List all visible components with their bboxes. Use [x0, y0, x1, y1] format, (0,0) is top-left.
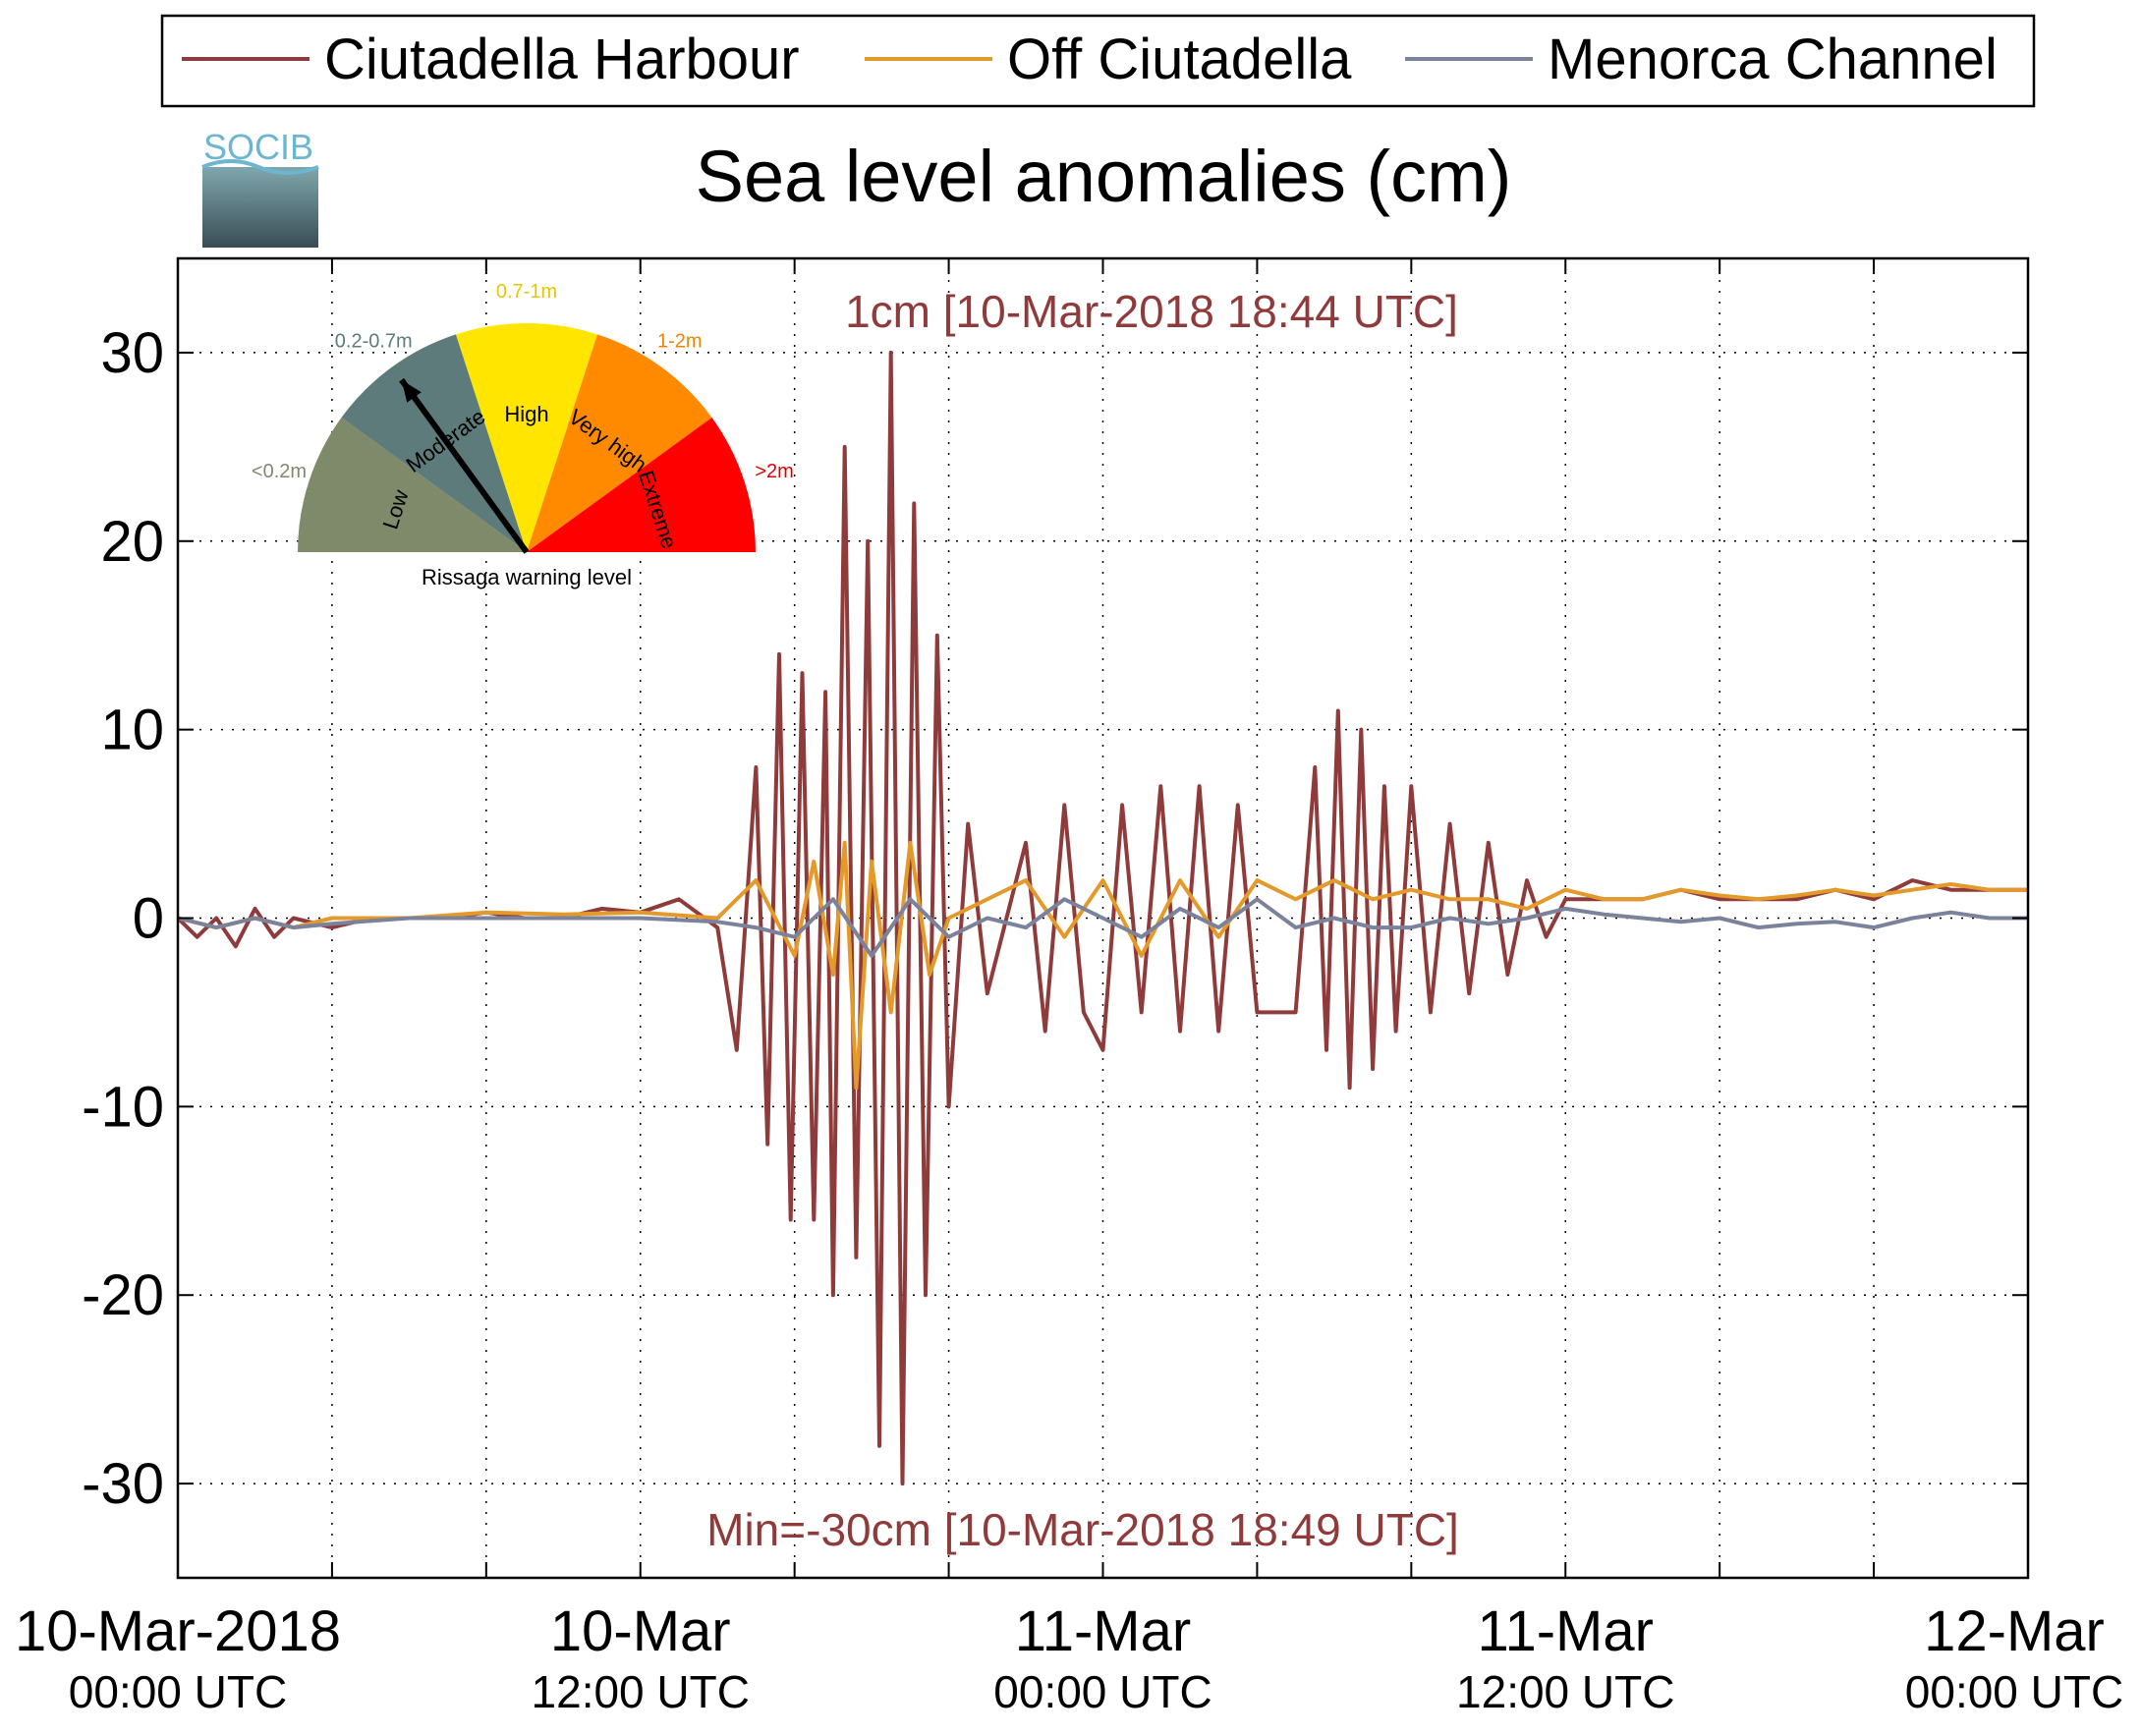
- gauge-range-label: 1-2m: [657, 331, 703, 353]
- gauge-range-label: 0.7-1m: [496, 281, 557, 303]
- legend: Ciutadella Harbour Off Ciutadella Menorca …: [160, 14, 2036, 108]
- gauge-needle: [399, 377, 530, 554]
- logo-wave: [201, 159, 319, 175]
- y-tick-label: 30: [100, 321, 164, 385]
- socib-logo: SOCIB: [201, 127, 319, 248]
- legend-box: [160, 14, 2036, 108]
- x-tick-label-date: 11-Mar: [1015, 1599, 1191, 1663]
- legend-label: Ciutadella Harbour: [324, 28, 800, 91]
- y-tick-label: -20: [82, 1263, 164, 1327]
- gauge-caption: Rissaga warning level: [422, 565, 632, 589]
- y-tick-label: -30: [82, 1452, 164, 1516]
- gauge-sector-extreme: [527, 418, 756, 552]
- y-tick-label: 0: [133, 887, 164, 951]
- max-annotation: 1cm [10-Mar-2018 18:44 UTC]: [845, 286, 1458, 337]
- chart-title: Sea level anomalies (cm): [696, 136, 1512, 217]
- y-tick-label: 10: [100, 699, 164, 762]
- x-tick-label-time: 00:00 UTC: [69, 1666, 287, 1717]
- gauge-sector-high: [455, 323, 598, 552]
- y-tick-label: 20: [100, 510, 164, 574]
- legend-label: Menorca Channel: [1548, 28, 1998, 91]
- x-tick-label-time: 00:00 UTC: [993, 1666, 1211, 1717]
- x-tick-label-date: 10-Mar-2018: [15, 1599, 341, 1663]
- gauge-level-label: High: [504, 402, 548, 426]
- x-tick-label-time: 12:00 UTC: [532, 1666, 750, 1717]
- gauge-needle-head: [401, 379, 422, 403]
- gauge-sector-low: [298, 418, 527, 552]
- series-line-off-ciutadella: [178, 840, 2028, 1091]
- gauge-range-label: <0.2m: [252, 461, 307, 482]
- x-tick-label-date: 10-Mar: [550, 1599, 731, 1663]
- legend-label: Off Ciutadella: [1007, 28, 1352, 91]
- logo-emblem: [202, 167, 318, 248]
- gauge-sector-moderate: [341, 334, 527, 552]
- x-tick-label-time: 00:00 UTC: [1905, 1666, 2123, 1717]
- series-line-menorca-channel: [178, 897, 2028, 958]
- gauge-sector-very-high: [527, 334, 712, 552]
- min-annotation: Min=-30cm [10-Mar-2018 18:49 UTC]: [706, 1504, 1459, 1555]
- x-tick-label-date: 11-Mar: [1478, 1599, 1654, 1663]
- x-tick-label-date: 12-Mar: [1924, 1599, 2105, 1663]
- x-tick-label-time: 12:00 UTC: [1456, 1666, 1674, 1717]
- gauge-range-label: >2m: [755, 461, 793, 482]
- y-tick-label: -10: [82, 1075, 164, 1139]
- gauge-range-label: 0.2-0.7m: [335, 331, 413, 353]
